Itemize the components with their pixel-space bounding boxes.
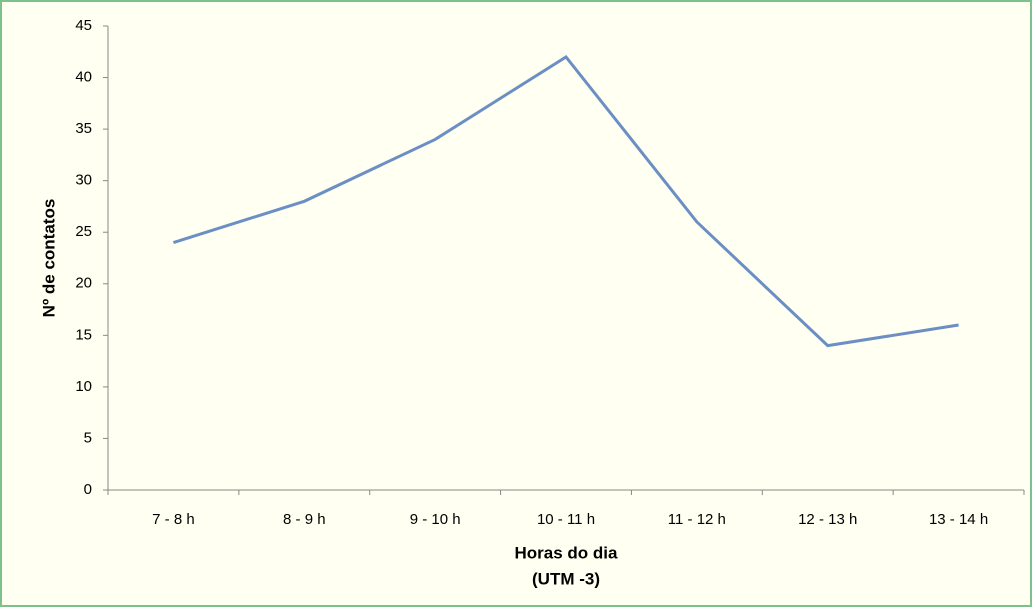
x-tick-label: 8 - 9 h	[283, 511, 326, 528]
y-tick-label: 45	[75, 17, 92, 34]
y-tick-label: 40	[75, 69, 92, 86]
x-tick-label: 13 - 14 h	[929, 511, 988, 528]
y-tick-label: 5	[84, 429, 92, 446]
y-tick-label: 20	[75, 275, 92, 292]
x-tick-label: 9 - 10 h	[410, 511, 461, 528]
x-tick-label: 7 - 8 h	[152, 511, 195, 528]
y-tick-label: 25	[75, 223, 92, 240]
y-tick-label: 35	[75, 120, 92, 137]
x-tick-label: 12 - 13 h	[798, 511, 857, 528]
x-axis-title: (UTM -3)	[532, 569, 600, 588]
y-tick-label: 30	[75, 172, 92, 189]
y-axis-title: Nº de contatos	[39, 199, 58, 318]
x-tick-label: 11 - 12 h	[668, 511, 726, 528]
data-line	[172, 54, 959, 348]
y-tick-label: 15	[75, 326, 92, 343]
y-tick-label: 0	[84, 481, 92, 498]
x-axis-title: Horas do dia	[515, 543, 619, 562]
y-tick-label: 10	[75, 378, 92, 395]
x-tick-label: 10 - 11 h	[537, 511, 595, 528]
